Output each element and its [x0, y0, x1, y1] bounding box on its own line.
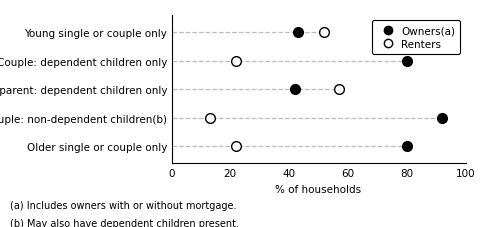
Legend: Owners(a), Renters: Owners(a), Renters: [372, 21, 460, 54]
X-axis label: % of households: % of households: [275, 184, 362, 194]
Text: (a) Includes owners with or without mortgage.: (a) Includes owners with or without mort…: [10, 200, 236, 210]
Text: (b) May also have dependent children present.: (b) May also have dependent children pre…: [10, 218, 239, 227]
